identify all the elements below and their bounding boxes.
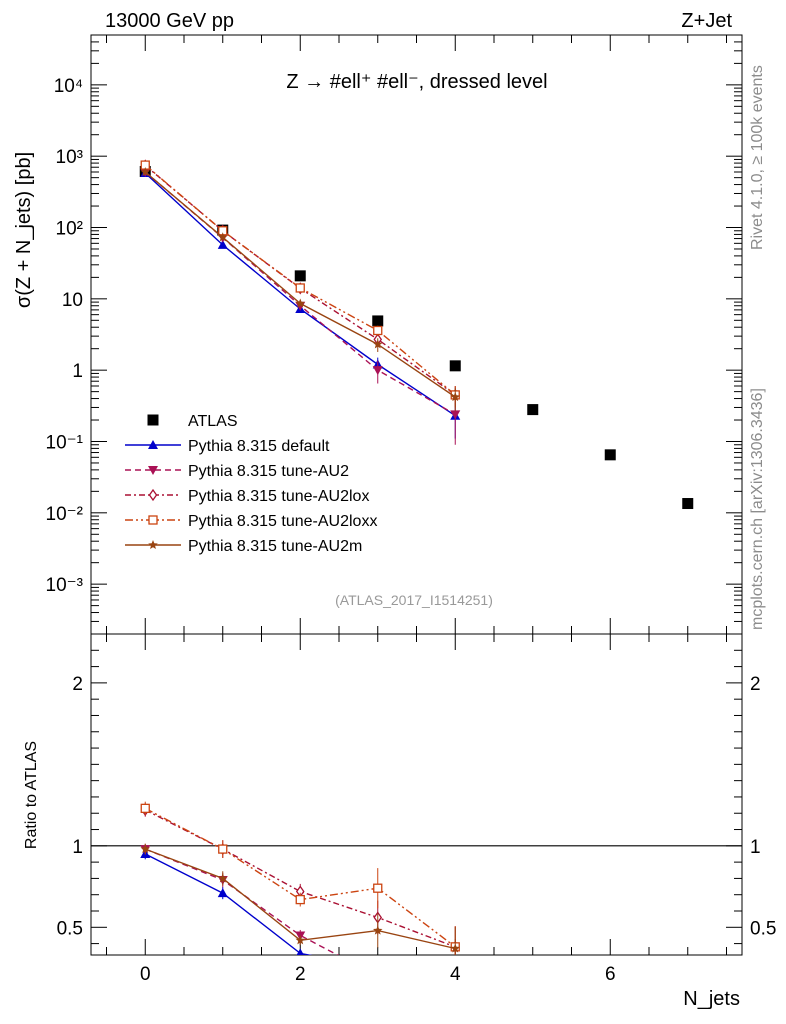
- ratio-line: [144, 853, 313, 955]
- legend-marker: [147, 414, 159, 426]
- legend-label: Pythia 8.315 tune-AU2m: [188, 538, 362, 555]
- ratio-y-tick-label: 0.5: [57, 918, 83, 939]
- data-point: [372, 366, 383, 376]
- y-tick-label: 10⁻²: [46, 504, 84, 525]
- data-point: [294, 270, 306, 282]
- data-point: [450, 392, 460, 402]
- data-point: [373, 339, 383, 349]
- legend: ATLAS Pythia 8.315 default Pythia 8.315 tu…: [125, 413, 377, 555]
- y-tick-label: 10²: [56, 219, 83, 240]
- ratio-line: [144, 809, 456, 948]
- ratio-y-tick-label: 1: [750, 837, 761, 858]
- ratio-axes: 0 2 4 6 0.5 0.5 1 1 2 2: [57, 634, 776, 985]
- legend-label: Pythia 8.315 tune-AU2loxx: [188, 513, 377, 530]
- series-atlas: [139, 165, 694, 510]
- plot-title: Z → #ell⁺ #ell⁻, dressed level: [286, 71, 547, 93]
- data-point: [449, 360, 461, 372]
- x-axis-label: N_jets: [683, 988, 740, 1010]
- legend-item: ATLAS: [147, 413, 238, 430]
- series-line: [144, 164, 456, 396]
- ratio-line: [145, 848, 340, 955]
- legend-item: Pythia 8.315 tune-AU2loxx: [125, 513, 377, 530]
- ratio-point: [218, 873, 228, 883]
- main-axes: 10³ 10² 10 1 10⁻¹ 10⁻² 10⁻³ 10⁴: [46, 34, 742, 635]
- data-point: [373, 325, 383, 336]
- legend-label: Pythia 8.315 default: [188, 438, 330, 455]
- x-tick-label: 2: [295, 964, 306, 985]
- data-point: [372, 315, 384, 327]
- ratio-y-tick-label: 2: [750, 674, 761, 695]
- series-pythia-8-315-tune-au2: [140, 168, 461, 445]
- legend-marker: [148, 466, 158, 475]
- data-point: [604, 449, 616, 461]
- x-tick-label: 0: [140, 964, 151, 985]
- legend-label: ATLAS: [188, 413, 238, 430]
- data-point: [450, 410, 461, 420]
- side-label-rivet: Rivet 4.1.0, ≥ 100k events: [749, 65, 766, 250]
- legend-marker: [148, 488, 158, 502]
- legend-item: Pythia 8.315 tune-AU2lox: [125, 488, 369, 505]
- header-right: Z+Jet: [681, 10, 732, 32]
- ratio-y-tick-label: 2: [72, 674, 83, 695]
- legend-marker: [148, 515, 158, 525]
- legend-marker: [148, 440, 158, 449]
- side-label-mcplots: mcplots.cern.ch [arXiv:1306.3436]: [749, 388, 766, 630]
- y-axis-label: σ(Z + N_jets) [pb]: [13, 152, 35, 308]
- y-tick-label: 1: [72, 361, 83, 382]
- data-point: [295, 301, 306, 311]
- ratio-plot-frame: [90, 633, 743, 956]
- ratio-point: [217, 888, 228, 898]
- legend-label: Pythia 8.315 tune-AU2lox: [188, 488, 369, 505]
- y-tick-label: 10³: [56, 147, 83, 168]
- main-series: [139, 159, 694, 510]
- data-point: [295, 298, 305, 308]
- ratio-point: [295, 894, 305, 905]
- y-tick-label: 10⁻³: [46, 575, 84, 596]
- ratio-point: [295, 935, 305, 945]
- ratio-point: [373, 963, 383, 972]
- legend-label: Pythia 8.315 tune-AU2: [188, 463, 349, 480]
- ratio-point: [140, 803, 150, 814]
- data-point: [682, 498, 694, 510]
- data-point: [217, 239, 228, 249]
- data-point: [527, 404, 539, 416]
- header-left: 13000 GeV pp: [105, 10, 234, 32]
- x-tick-label: 4: [450, 964, 461, 985]
- legend-item: Pythia 8.315 default: [125, 438, 330, 455]
- ratio-point: [373, 925, 383, 935]
- legend-item: Pythia 8.315 tune-AU2m: [125, 538, 362, 555]
- x-tick-label: 6: [605, 964, 616, 985]
- legend-item: Pythia 8.315 tune-AU2: [125, 463, 349, 480]
- ratio-point: [373, 972, 383, 981]
- ratio-y-tick-label: 0.5: [750, 918, 776, 939]
- ratio-point: [373, 883, 383, 893]
- ratio-point: [140, 844, 150, 854]
- series-pythia-8-315-tune-au2loxx: [140, 160, 460, 408]
- legend-marker: [148, 540, 158, 549]
- ratio-series: [140, 801, 460, 981]
- data-point: [295, 283, 305, 293]
- ratio-point: [296, 948, 304, 955]
- y-tick-label: 10: [62, 290, 83, 311]
- series-pythia-8-315-tune-au2m: [140, 167, 460, 411]
- analysis-id: (ATLAS_2017_I1514251): [335, 592, 493, 608]
- data-point: [218, 232, 228, 242]
- y-tick-label: 10⁴: [54, 76, 83, 97]
- ratio-y-axis-label: Ratio to ATLAS: [23, 741, 40, 849]
- ratio-y-tick-label: 1: [72, 837, 83, 858]
- ratio-series-pythia-8-315-tune-au2m: [140, 843, 460, 955]
- data-point: [140, 167, 150, 177]
- y-tick-label: 10⁻¹: [46, 432, 84, 453]
- ratio-point: [450, 943, 460, 953]
- ratio-point: [218, 844, 228, 854]
